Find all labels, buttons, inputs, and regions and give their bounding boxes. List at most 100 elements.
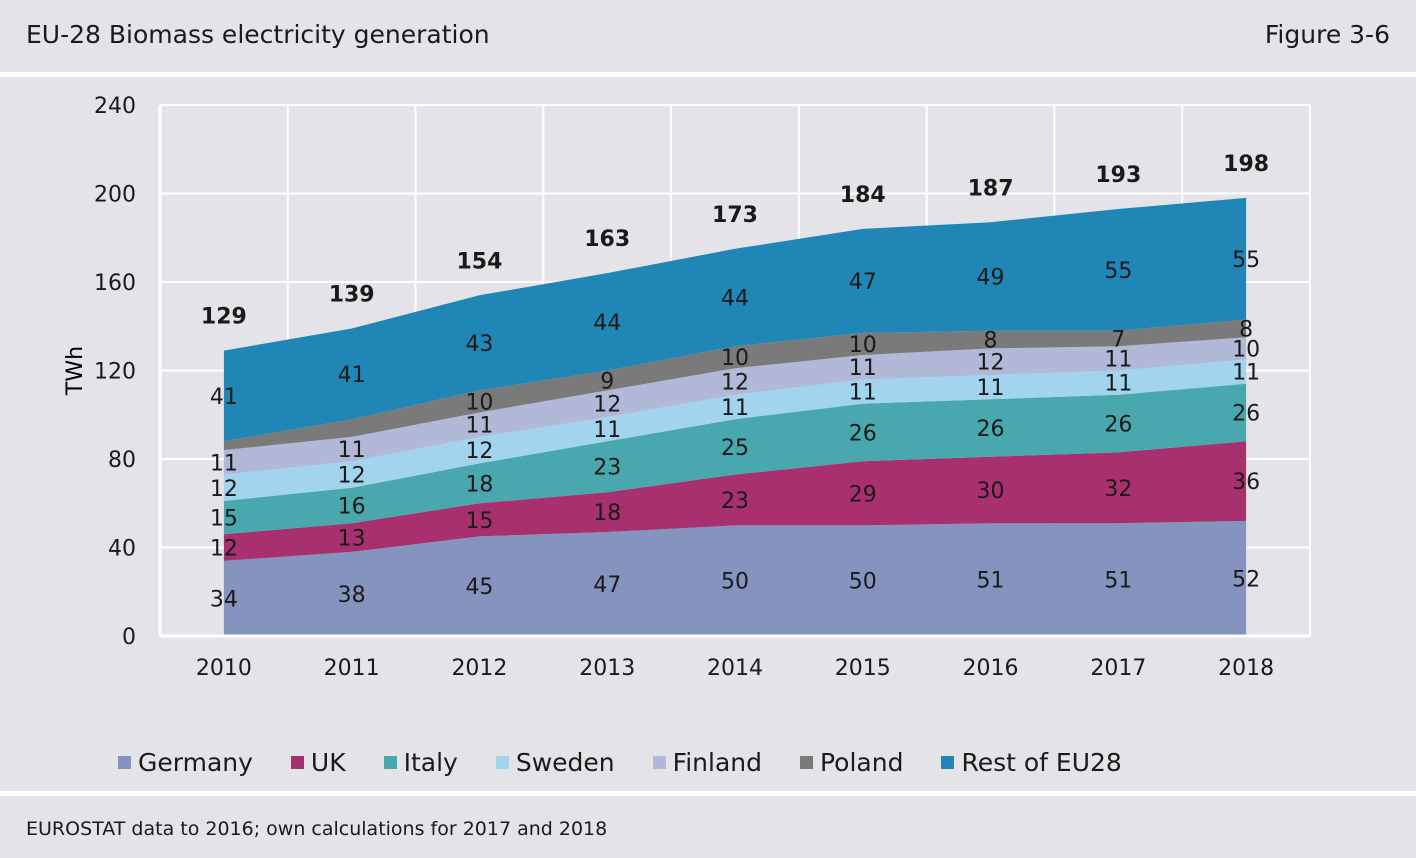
legend-swatch	[495, 755, 509, 769]
legend-item: Rest of EU28	[941, 747, 1122, 777]
area-italy	[223, 383, 1247, 535]
areas	[223, 197, 1247, 636]
value-label: 36	[1232, 470, 1260, 495]
chart-title: EU-28 Biomass electricity generation	[26, 20, 490, 49]
total-label: 154	[456, 249, 502, 274]
legend-label: Rest of EU28	[961, 747, 1122, 777]
value-label: 34	[210, 587, 238, 612]
value-label: 11	[977, 376, 1005, 401]
value-label: 11	[1104, 372, 1132, 397]
total-label: 129	[201, 305, 247, 330]
value-label: 52	[1232, 567, 1260, 592]
footer-divider	[0, 791, 1416, 796]
value-label: 9	[600, 369, 614, 394]
value-label: 47	[849, 270, 877, 295]
axes: 0 40 80 120 160 200 240 2010 2011 2012 2013 2014 201…	[94, 94, 1310, 681]
legend-label: Sweden	[515, 747, 615, 777]
value-label: 11	[849, 356, 877, 381]
value-label: 26	[977, 417, 1005, 442]
value-label: 8	[1239, 317, 1253, 342]
value-label: 29	[849, 482, 877, 507]
total-label: 184	[840, 183, 886, 208]
value-label: 26	[849, 421, 877, 446]
value-label: 32	[1104, 477, 1132, 502]
value-label: 11	[721, 396, 749, 421]
value-label: 38	[338, 583, 366, 608]
value-label: 15	[210, 507, 238, 532]
x-tick-label: 2011	[324, 656, 380, 681]
area-uk	[223, 441, 1247, 561]
legend-item: Finland	[652, 747, 762, 777]
value-label: 12	[210, 477, 238, 502]
value-label: 18	[593, 501, 621, 526]
value-label: 10	[849, 333, 877, 358]
y-tick-label: 80	[108, 448, 136, 473]
value-label: 13	[338, 527, 366, 552]
value-label: 55	[1104, 259, 1132, 284]
legend-label: Finland	[672, 747, 762, 777]
value-label: 10	[721, 346, 749, 371]
x-tick-label: 2013	[579, 656, 635, 681]
value-label: 12	[210, 537, 238, 562]
value-label: 45	[465, 575, 493, 600]
value-label: 51	[977, 569, 1005, 594]
value-label: 47	[593, 573, 621, 598]
value-label: 41	[210, 385, 238, 410]
value-label: 44	[593, 311, 621, 336]
total-label: 173	[712, 203, 758, 228]
footer-note: EUROSTAT data to 2016; own calculations …	[26, 818, 608, 840]
total-labels: 129 139 154 163 173 184 187 193 198	[201, 152, 1269, 330]
legend-label: Germany	[138, 747, 253, 777]
value-label: 12	[977, 351, 1005, 376]
legend-label: UK	[310, 747, 346, 777]
y-tick-label: 40	[108, 537, 136, 562]
legend-item: Sweden	[495, 747, 615, 777]
value-label: 44	[721, 286, 749, 311]
value-label: 55	[1232, 248, 1260, 273]
total-label: 187	[968, 176, 1014, 201]
value-label: 12	[465, 439, 493, 464]
value-label: 25	[721, 436, 749, 461]
value-label: 11	[465, 414, 493, 439]
value-label: 11	[338, 438, 366, 463]
header: EU-28 Biomass electricity generation Fig…	[0, 0, 1416, 72]
area-rest-of-eu28	[223, 197, 1247, 442]
x-tick-label: 2014	[707, 656, 763, 681]
area-finland	[223, 337, 1247, 475]
area-poland	[223, 319, 1247, 451]
legend-item: UK	[290, 747, 346, 777]
y-tick-label: 200	[94, 183, 136, 208]
value-label: 43	[465, 332, 493, 357]
value-label: 11	[210, 451, 238, 476]
area-sweden	[223, 359, 1247, 501]
value-labels: 34 38 45 47 50 50 51 51 52 12 13 15 18 23 29 30 32 36 15 16…	[210, 248, 1260, 613]
x-tick-label: 2017	[1090, 656, 1146, 681]
y-tick-label: 0	[122, 625, 136, 650]
value-label: 49	[977, 265, 1005, 290]
y-tick-label: 240	[94, 94, 136, 119]
area-germany	[223, 520, 1247, 636]
value-label: 10	[1232, 337, 1260, 362]
legend-swatch	[800, 755, 813, 769]
legend: Germany UK Italy Sweden Finland Poland Rest of…	[118, 744, 1160, 780]
x-tick-label: 2015	[835, 656, 891, 681]
value-label: 11	[593, 418, 621, 443]
value-label: 16	[338, 494, 366, 519]
value-label: 11	[849, 381, 877, 406]
value-label: 23	[593, 456, 621, 481]
value-label: 12	[721, 371, 749, 396]
y-axis-label: TWh	[63, 346, 88, 396]
value-label: 50	[849, 570, 877, 595]
total-label: 193	[1095, 163, 1141, 188]
value-label: 7	[1111, 327, 1125, 352]
y-tick-label: 120	[94, 360, 136, 385]
value-label: 8	[984, 329, 998, 354]
legend-label: Italy	[403, 747, 458, 777]
value-label: 30	[977, 479, 1005, 504]
figure-label: Figure 3-6	[1264, 20, 1390, 49]
legend-swatch	[118, 755, 131, 769]
value-label: 26	[1104, 413, 1132, 438]
value-label: 12	[338, 463, 366, 488]
legend-swatch	[652, 755, 666, 769]
stacked-area-chart: 34 38 45 47 50 50 51 51 52 12 13 15 18 23 29 30 32 36 15 16…	[63, 94, 1311, 681]
